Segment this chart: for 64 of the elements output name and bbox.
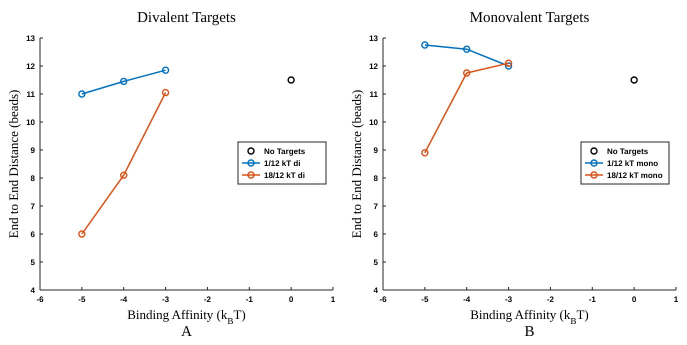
point bbox=[162, 88, 170, 96]
x-tick-label: -6 bbox=[36, 295, 44, 304]
y-tick-label: 13 bbox=[26, 34, 36, 43]
point bbox=[120, 172, 128, 179]
legend-label: 18/12 kT mono bbox=[607, 171, 663, 180]
legend-label: 1/12 kT di bbox=[264, 159, 300, 168]
legend-label: No Targets bbox=[264, 147, 306, 156]
point bbox=[463, 46, 470, 53]
y-tick-label: 4 bbox=[30, 286, 36, 295]
point bbox=[78, 90, 86, 98]
y-tick-label: 5 bbox=[30, 258, 36, 267]
x-tick-label: -3 bbox=[505, 295, 513, 304]
x-tick-label: -2 bbox=[204, 295, 212, 304]
y-tick-label: 5 bbox=[374, 258, 379, 267]
x-axis-title: Binding Affinity (k$_{B}$T) bbox=[127, 307, 246, 326]
y-tick-label: 8 bbox=[374, 174, 379, 183]
chart-title: Divalent Targets bbox=[137, 10, 236, 26]
x-tick-label: -4 bbox=[120, 295, 128, 304]
y-tick-label: 12 bbox=[369, 62, 379, 71]
y-tick-label: 10 bbox=[26, 118, 36, 127]
point bbox=[421, 149, 429, 156]
y-tick-label: 7 bbox=[374, 202, 379, 211]
chart-title: Monovalent Targets bbox=[470, 10, 590, 26]
y-axis-title: End to End Distance (beads) bbox=[349, 90, 364, 238]
point bbox=[463, 69, 470, 77]
legend-label: 1/12 kT mono bbox=[607, 159, 658, 168]
y-tick-label: 11 bbox=[370, 90, 379, 99]
x-tick-label: -6 bbox=[379, 295, 388, 304]
x-tick-label: 0 bbox=[632, 295, 637, 304]
x-tick-label: -3 bbox=[162, 295, 170, 304]
y-tick-label: 6 bbox=[30, 230, 36, 239]
point bbox=[120, 78, 128, 86]
point bbox=[287, 76, 295, 84]
y-tick-label: 6 bbox=[374, 230, 379, 239]
x-tick-label: -2 bbox=[546, 295, 555, 304]
x-tick-label: -5 bbox=[421, 295, 429, 304]
y-tick-label: 9 bbox=[374, 146, 379, 155]
y-tick-label: 13 bbox=[369, 34, 379, 43]
text: B bbox=[524, 324, 535, 340]
x-tick-label: 1 bbox=[330, 295, 336, 304]
point bbox=[421, 41, 429, 49]
y-tick-label: 4 bbox=[374, 286, 379, 295]
text: A bbox=[181, 324, 192, 340]
x-axis-title: Binding Affinity (k$_{B}$T) bbox=[470, 307, 589, 326]
x-tick-label: 0 bbox=[288, 295, 294, 304]
point bbox=[630, 76, 638, 84]
y-tick-label: 9 bbox=[30, 146, 36, 155]
y-tick-label: 7 bbox=[30, 202, 36, 211]
x-tick-label: -1 bbox=[588, 295, 596, 304]
x-tick-label: -5 bbox=[78, 295, 86, 304]
y-tick-label: 11 bbox=[26, 90, 36, 99]
point bbox=[504, 60, 512, 67]
y-tick-label: 10 bbox=[369, 118, 379, 127]
point bbox=[162, 66, 170, 74]
y-tick-label: 12 bbox=[26, 62, 36, 71]
point bbox=[504, 62, 512, 70]
x-tick-label: -1 bbox=[246, 295, 254, 304]
x-tick-label: 1 bbox=[674, 295, 679, 304]
y-tick-label: 8 bbox=[30, 174, 36, 183]
legend-label: No Targets bbox=[607, 147, 649, 156]
y-axis-title: End to End Distance (beads) bbox=[6, 90, 21, 238]
point bbox=[78, 230, 86, 238]
legend-label: 18/12 kT di bbox=[264, 171, 305, 180]
x-tick-label: -4 bbox=[463, 295, 471, 304]
